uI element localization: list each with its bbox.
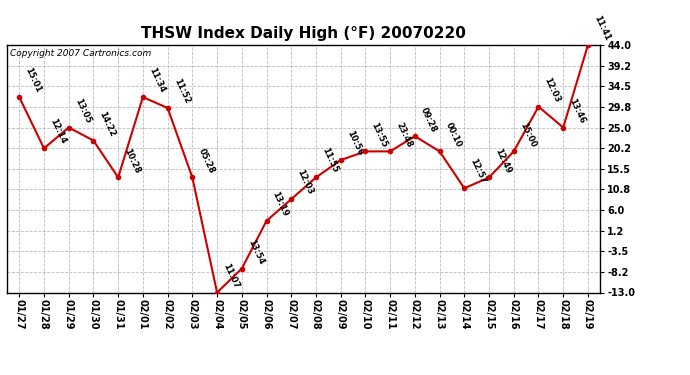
Text: 11:55: 11:55 (320, 147, 339, 175)
Text: 15:01: 15:01 (23, 66, 43, 94)
Text: 10:28: 10:28 (122, 147, 141, 175)
Text: 12:57: 12:57 (469, 158, 488, 186)
Text: 14:22: 14:22 (97, 110, 117, 138)
Title: THSW Index Daily High (°F) 20070220: THSW Index Daily High (°F) 20070220 (141, 26, 466, 41)
Text: 11:07: 11:07 (221, 262, 241, 290)
Text: 05:28: 05:28 (197, 147, 216, 175)
Text: 12:03: 12:03 (295, 168, 315, 196)
Text: 13:19: 13:19 (270, 190, 290, 218)
Text: 15:00: 15:00 (518, 121, 538, 148)
Text: Copyright 2007 Cartronics.com: Copyright 2007 Cartronics.com (10, 49, 151, 58)
Text: 13:05: 13:05 (73, 97, 92, 125)
Text: 13:54: 13:54 (246, 238, 266, 266)
Text: 13:55: 13:55 (370, 120, 389, 148)
Text: 12:49: 12:49 (493, 147, 513, 175)
Text: 11:52: 11:52 (172, 77, 191, 105)
Text: 23:48: 23:48 (394, 121, 414, 148)
Text: 00:10: 00:10 (444, 121, 463, 148)
Text: 12:03: 12:03 (542, 76, 562, 104)
Text: 12:14: 12:14 (48, 117, 68, 146)
Text: 11:34: 11:34 (147, 66, 166, 94)
Text: 10:56: 10:56 (345, 129, 364, 157)
Text: 13:46: 13:46 (567, 97, 586, 125)
Text: 11:41: 11:41 (592, 14, 611, 42)
Text: 09:28: 09:28 (419, 106, 438, 134)
